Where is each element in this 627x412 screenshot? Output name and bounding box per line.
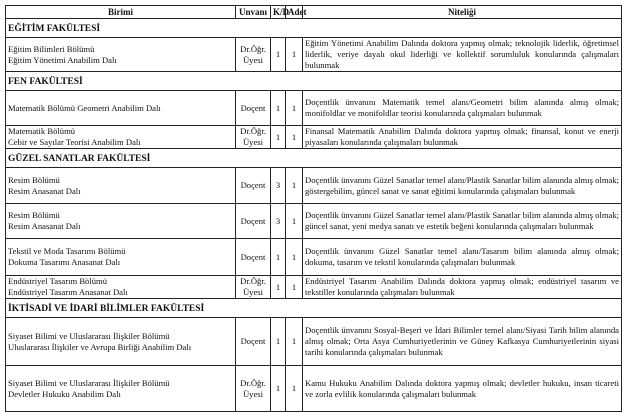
birim-line-1: Matematik Bölümü (8, 126, 76, 136)
table-row: Matematik Bölümü Cebir ve Sayılar Teorisi… (5, 125, 622, 149)
kd-cell: 1 (270, 365, 286, 412)
unvan-cell: Doçent (235, 317, 271, 366)
birim-line-1: Matematik Bölümü Geometri Anabilim Dalı (8, 102, 161, 113)
kd-cell: 3 (270, 167, 286, 204)
adet-cell: 1 (285, 203, 303, 239)
nitelik-cell: Doçentlik ünvanını Güzel Sanatlar temel … (302, 203, 622, 239)
kd-cell: 1 (270, 275, 286, 299)
birim-line-2: Cebir ve Sayılar Teorisi Anabilim Dalı (8, 137, 141, 147)
kd-cell: 1 (270, 317, 286, 366)
birim-line-2: Endüstriyel Tasarım Anasanat Dalı (8, 287, 128, 297)
header-adet: Adet (285, 5, 307, 19)
birim-line-2: Resim Anasanat Dalı (8, 221, 81, 231)
nitelik-cell: Doçentlik ünvanını Güzel Sanatlar temel … (302, 167, 622, 204)
header-row: Birimi Unvanı K/D Adet Niteliği (5, 5, 622, 19)
birim-cell: Eğitim Bilimleri Bölümü Eğitim Yönetimi A… (5, 37, 236, 72)
nitelik-cell: Doçentlik ünvanını Sosyal-Beşeri ve İdar… (302, 317, 622, 366)
section-row: FEN FAKÜLTESİ (5, 71, 622, 91)
adet-cell: 1 (285, 37, 303, 72)
birim-cell: Matematik Bölümü Geometri Anabilim Dalı (5, 90, 236, 126)
unvan-cell: Dr.Öğr. Üyesi (235, 275, 271, 299)
unvan-cell: Doçent (235, 203, 271, 239)
section-title: İKTİSADİ VE İDARİ BİLİMLER FAKÜLTESİ (5, 298, 622, 318)
unvan-cell: Dr.Öğr. Üyesi (235, 125, 271, 149)
header-kd: K/D (270, 5, 289, 19)
header-birimi: Birimi (5, 5, 236, 19)
birim-line-2: Eğitim Yönetimi Anabilim Dalı (8, 54, 117, 65)
nitelik-cell: Finansal Matematik Anabilim Dalında dokt… (302, 125, 622, 149)
nitelik-cell: Doçentlik ünvanını Güzel Sanatlar temel … (302, 238, 622, 276)
birim-line-2: Uluslararası İlişkiler ve Avrupa Birliği… (8, 341, 192, 352)
birim-cell: Resim Bölümü Resim Anasanat Dalı (5, 203, 236, 239)
table-row: Tekstil ve Moda Tasarımı Bölümü Dokuma Ta… (5, 238, 622, 276)
table-row: Siyaset Bilimi ve Uluslararası İlişkiler… (5, 365, 622, 412)
adet-cell: 1 (285, 238, 303, 276)
kd-cell: 1 (270, 238, 286, 276)
section-title: FEN FAKÜLTESİ (5, 71, 622, 91)
birim-cell: Siyaset Bilimi ve Uluslararası İlişkiler… (5, 365, 236, 412)
birim-line-1: Endüstriyel Tasarım Bölümü (8, 276, 108, 286)
birim-line-1: Resim Bölümü (8, 174, 60, 185)
adet-cell: 1 (285, 275, 303, 299)
unvan-cell: Dr.Öğr. Üyesi (235, 365, 271, 412)
birim-cell: Siyaset Bilimi ve Uluslararası İlişkiler… (5, 317, 236, 366)
section-title: EĞİTİM FAKÜLTESİ (5, 18, 622, 38)
unvan-cell: Doçent (235, 90, 271, 126)
positions-table: Birimi Unvanı K/D Adet Niteliği EĞİTİM F… (5, 5, 622, 412)
table-row: Siyaset Bilimi ve Uluslararası İlişkiler… (5, 317, 622, 366)
birim-cell: Endüstriyel Tasarım Bölümü Endüstriyel Ta… (5, 275, 236, 299)
section-row: GÜZEL SANATLAR FAKÜLTESİ (5, 148, 622, 168)
header-unvani: Unvanı (235, 5, 271, 19)
birim-line-1: Siyaset Bilimi ve Uluslararası İlişkiler… (8, 330, 170, 341)
section-title: GÜZEL SANATLAR FAKÜLTESİ (5, 148, 622, 168)
birim-cell: Resim Bölümü Resim Anasanat Dalı (5, 167, 236, 204)
unvan-cell: Dr.Öğr. Üyesi (235, 37, 271, 72)
nitelik-cell: Doçentlik ünvanını Matematik temel alanı… (302, 90, 622, 126)
adet-cell: 1 (285, 317, 303, 366)
birim-line-1: Resim Bölümü (8, 210, 60, 220)
adet-cell: 1 (285, 167, 303, 204)
header-niteligi: Niteliği (302, 5, 622, 19)
kd-cell: 3 (270, 203, 286, 239)
birim-line-2: Resim Anasanat Dalı (8, 185, 81, 196)
table-row: Resim Bölümü Resim Anasanat Dalı Doçent 3… (5, 203, 622, 239)
adet-cell: 1 (285, 125, 303, 149)
birim-line-1: Siyaset Bilimi ve Uluslararası İlişkiler… (8, 377, 170, 388)
nitelik-cell: Endüstriyel Tasarım Anabilim Dalında dok… (302, 275, 622, 299)
nitelik-cell: Kamu Hukuku Anabilim Dalında doktora yap… (302, 365, 622, 412)
nitelik-cell: Eğitim Yönetimi Anabilim Dalında doktora… (302, 37, 622, 72)
table-row: Matematik Bölümü Geometri Anabilim Dalı … (5, 90, 622, 126)
table-row: Eğitim Bilimleri Bölümü Eğitim Yönetimi A… (5, 37, 622, 72)
birim-line-1: Tekstil ve Moda Tasarımı Bölümü (8, 246, 126, 256)
kd-cell: 1 (270, 90, 286, 126)
birim-line-2: Dokuma Tasarımı Anasanat Dalı (8, 257, 121, 267)
birim-line-2: Devletler Hukuku Anabilim Dalı (8, 388, 121, 399)
birim-cell: Tekstil ve Moda Tasarımı Bölümü Dokuma Ta… (5, 238, 236, 276)
kd-cell: 1 (270, 125, 286, 149)
birim-cell: Matematik Bölümü Cebir ve Sayılar Teorisi… (5, 125, 236, 149)
birim-line-1: Eğitim Bilimleri Bölümü (8, 43, 95, 54)
adet-cell: 1 (285, 90, 303, 126)
unvan-cell: Doçent (235, 167, 271, 204)
kd-cell: 1 (270, 37, 286, 72)
table-row: Endüstriyel Tasarım Bölümü Endüstriyel Ta… (5, 275, 622, 299)
table-row: Resim Bölümü Resim Anasanat Dalı Doçent 3… (5, 167, 622, 204)
section-row: İKTİSADİ VE İDARİ BİLİMLER FAKÜLTESİ (5, 298, 622, 318)
adet-cell: 1 (285, 365, 303, 412)
section-row: EĞİTİM FAKÜLTESİ (5, 18, 622, 38)
unvan-cell: Doçent (235, 238, 271, 276)
